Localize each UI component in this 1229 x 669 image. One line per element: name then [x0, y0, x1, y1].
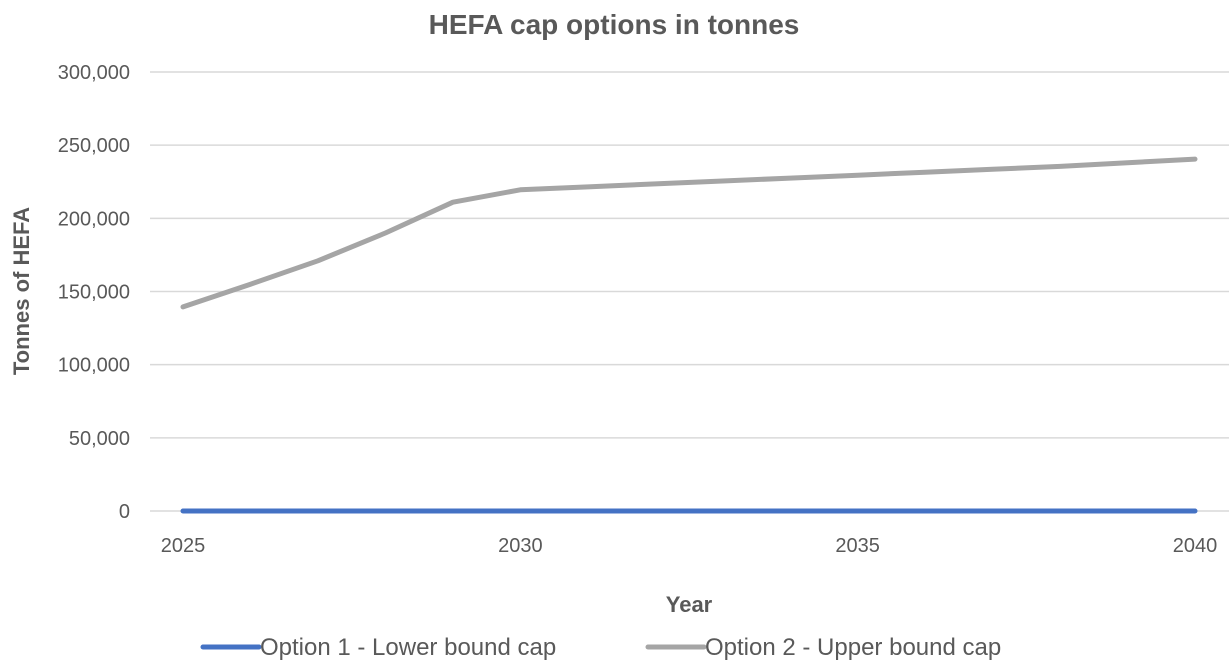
chart-title: HEFA cap options in tonnes	[429, 9, 800, 40]
gridlines	[150, 71, 1229, 439]
series-line-option-2	[180, 156, 1198, 310]
x-axis-title: Year	[666, 592, 713, 617]
x-tick-label: 2035	[835, 535, 880, 557]
legend-label: Option 1 - Lower bound cap	[260, 634, 556, 661]
y-tick-label: 0	[119, 501, 130, 523]
y-axis-title: Tonnes of HEFA	[9, 207, 34, 375]
x-tick-label: 2025	[161, 535, 206, 557]
series-lines	[180, 156, 1198, 514]
y-tick-label: 100,000	[58, 355, 130, 377]
y-axis-ticks: 0 50,000 100,000 150,000 200,000 250,000 300,0…	[58, 62, 130, 523]
y-tick-label: 200,000	[58, 208, 130, 230]
legend-label: Option 2 - Upper bound cap	[705, 634, 1001, 661]
legend: Option 1 - Lower bound cap Option 2 - Upp…	[200, 634, 1001, 661]
y-tick-label: 150,000	[58, 282, 130, 304]
y-tick-label: 50,000	[69, 428, 130, 450]
x-tick-label: 2030	[498, 535, 543, 557]
y-tick-label: 300,000	[58, 62, 130, 84]
y-tick-label: 250,000	[58, 135, 130, 157]
x-axis-ticks: 2025 2030 2035 2040	[161, 535, 1218, 557]
x-tick-label: 2040	[1173, 535, 1218, 557]
